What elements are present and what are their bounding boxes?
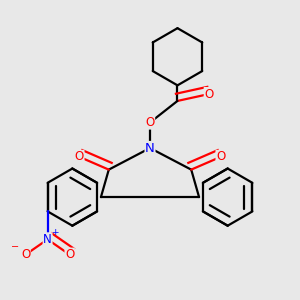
Text: N: N	[43, 233, 52, 246]
Text: O: O	[216, 150, 225, 164]
Text: +: +	[51, 227, 59, 236]
Text: O: O	[21, 248, 30, 261]
Text: O: O	[204, 88, 214, 100]
Text: O: O	[65, 248, 74, 261]
Text: N: N	[145, 142, 155, 154]
Text: O: O	[75, 150, 84, 164]
Text: O: O	[146, 116, 154, 129]
Text: −: −	[11, 242, 19, 252]
